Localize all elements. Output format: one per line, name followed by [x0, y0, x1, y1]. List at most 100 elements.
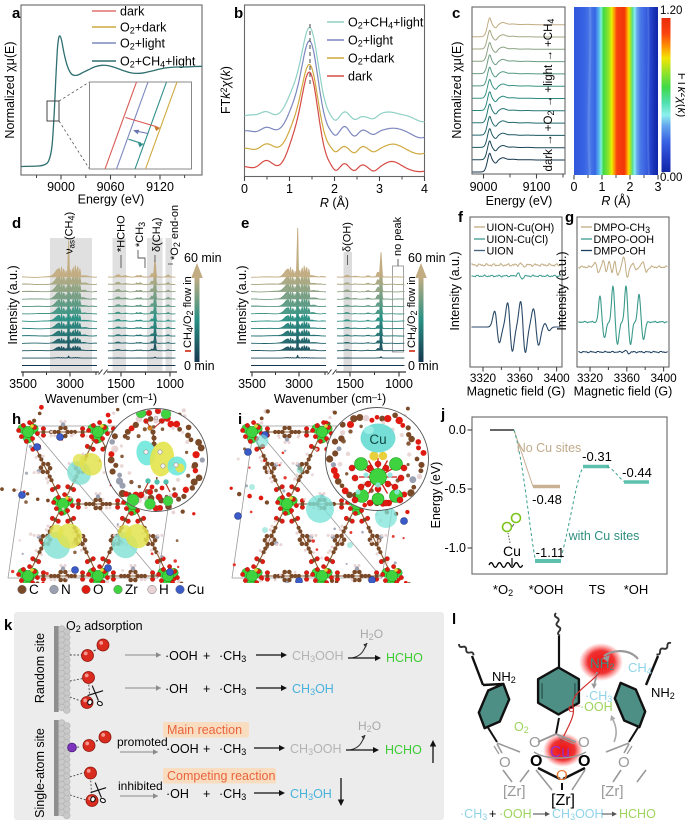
svg-text:+: +	[203, 787, 210, 801]
svg-text:CH4: CH4	[628, 660, 652, 676]
svg-text:e: e	[241, 215, 249, 232]
svg-text:k: k	[4, 617, 13, 634]
svg-text:0.0: 0.0	[449, 423, 466, 437]
svg-text:Magnetic field (G): Magnetic field (G)	[467, 385, 566, 399]
svg-text:with Cu sites: with Cu sites	[568, 529, 640, 543]
svg-text:4: 4	[421, 182, 428, 196]
svg-text:Intensity (a.u.): Intensity (a.u.)	[555, 251, 569, 330]
svg-text:1000: 1000	[156, 377, 184, 391]
svg-text:HCHO: HCHO	[386, 651, 423, 665]
svg-text:R (Å): R (Å)	[601, 193, 630, 208]
svg-text:a: a	[12, 5, 21, 22]
svg-text:Cu: Cu	[187, 582, 204, 597]
svg-text:3400: 3400	[543, 371, 570, 385]
svg-text:FTk2χ(k): FTk2χ(k)	[675, 73, 685, 118]
svg-text:d: d	[12, 215, 21, 232]
svg-text:9000: 9000	[47, 180, 75, 194]
svg-text:3: 3	[655, 180, 662, 194]
svg-text:O2+light: O2+light	[120, 37, 166, 52]
svg-text:0 min: 0 min	[184, 359, 215, 373]
svg-text:3360: 3360	[507, 371, 534, 385]
svg-text:·CH3: ·CH3	[219, 649, 246, 664]
svg-text:DMPO-OH: DMPO-OH	[594, 245, 646, 257]
svg-text:·CH3: ·CH3	[219, 787, 246, 802]
svg-text:Main reaction: Main reaction	[167, 723, 242, 737]
svg-text:no peak: no peak	[392, 216, 404, 256]
svg-text:Normalized χμ(E): Normalized χμ(E)	[3, 41, 17, 138]
svg-text:j: j	[440, 406, 445, 423]
svg-text:1.20: 1.20	[660, 5, 682, 17]
svg-text:Cu: Cu	[369, 432, 386, 447]
svg-text:3320: 3320	[470, 371, 497, 385]
svg-text:O: O	[618, 754, 630, 771]
svg-text:TS: TS	[589, 582, 606, 597]
svg-text:HCHO: HCHO	[385, 743, 422, 757]
svg-text:·OH: ·OH	[165, 682, 188, 696]
svg-text:*O2 end-on: *O2 end-on	[169, 205, 182, 260]
svg-text:9000: 9000	[470, 180, 498, 194]
svg-text:-1.11: -1.11	[536, 545, 565, 560]
svg-text:dark → +O2 → +light → +CH4: dark → +O2 → +light → +CH4	[543, 19, 556, 172]
svg-text:δ(CH4): δ(CH4)	[151, 218, 164, 252]
svg-text:Wavenumber (cm–1): Wavenumber (cm–1)	[274, 392, 386, 406]
svg-text:O: O	[529, 734, 541, 751]
svg-text:O: O	[556, 767, 568, 784]
svg-text:3: 3	[376, 182, 383, 196]
svg-text:Cu: Cu	[550, 744, 570, 761]
svg-text:CH4/O2 flow in: CH4/O2 flow in	[182, 276, 195, 348]
svg-text:c: c	[452, 5, 460, 22]
svg-text:Magnetic field (G): Magnetic field (G)	[574, 385, 673, 399]
svg-text:1: 1	[286, 182, 293, 196]
svg-text:[Zr]: [Zr]	[551, 792, 575, 809]
svg-text:g: g	[565, 209, 574, 226]
svg-text:C: C	[29, 582, 39, 597]
svg-text:*OOH: *OOH	[529, 582, 564, 597]
svg-text:No Cu sites: No Cu sites	[517, 441, 582, 455]
svg-text:l: l	[452, 611, 456, 628]
svg-text:CH3OOH: CH3OOH	[290, 742, 342, 757]
svg-text:Energy (eV): Energy (eV)	[429, 462, 443, 529]
svg-text:Competing reaction: Competing reaction	[167, 769, 275, 783]
svg-text:Energy (eV): Energy (eV)	[78, 193, 145, 207]
svg-text:Intensity (a.u.): Intensity (a.u.)	[448, 251, 462, 330]
svg-text:3400: 3400	[650, 371, 677, 385]
svg-text:Single-atom site: Single-atom site	[33, 728, 47, 818]
svg-text:3500: 3500	[238, 377, 266, 391]
svg-text:*HCHO: *HCHO	[116, 215, 128, 252]
svg-text:CH3OH: CH3OH	[290, 787, 332, 802]
svg-text:9120: 9120	[146, 180, 174, 194]
svg-text:2: 2	[331, 182, 338, 196]
svg-text:f: f	[458, 209, 464, 226]
svg-text:0 min: 0 min	[408, 359, 439, 373]
svg-text:Energy (eV): Energy (eV)	[486, 194, 553, 208]
svg-text:·OOH: ·OOH	[580, 700, 613, 714]
svg-text:promoted: promoted	[117, 735, 168, 749]
svg-text:νas(CH4): νas(CH4)	[64, 212, 77, 254]
svg-text:i: i	[238, 411, 242, 428]
svg-text:*CH3: *CH3	[134, 222, 147, 247]
svg-text:[Zr]: [Zr]	[601, 783, 624, 800]
svg-text:O: O	[578, 753, 590, 770]
svg-text:·OH: ·OH	[166, 787, 189, 801]
svg-text:NH2: NH2	[651, 685, 675, 701]
svg-text:·CH3: ·CH3	[460, 807, 487, 822]
svg-text:N: N	[61, 582, 71, 597]
svg-text:CH3OH: CH3OH	[292, 682, 334, 697]
svg-text:0: 0	[571, 180, 578, 194]
svg-text:δ(OH): δ(OH)	[342, 222, 354, 252]
svg-text:R (Å): R (Å)	[320, 195, 349, 210]
svg-text:-0.31: -0.31	[582, 449, 612, 464]
svg-text:60 min: 60 min	[184, 251, 222, 265]
svg-text:UION-Cu(Cl): UION-Cu(Cl)	[487, 234, 549, 246]
svg-text:O: O	[499, 754, 511, 771]
svg-text:1500: 1500	[336, 377, 364, 391]
svg-text:1500: 1500	[107, 377, 135, 391]
svg-text:1: 1	[599, 180, 606, 194]
svg-text:O2+light: O2+light	[348, 34, 394, 49]
svg-text:O2 adsorption: O2 adsorption	[66, 619, 143, 634]
svg-text:*O2: *O2	[493, 582, 513, 598]
svg-text:O2+dark: O2+dark	[120, 21, 167, 36]
svg-text:9100: 9100	[523, 180, 551, 194]
svg-text:FTk2χ(k): FTk2χ(k)	[219, 66, 233, 114]
svg-text:dark: dark	[120, 5, 145, 19]
